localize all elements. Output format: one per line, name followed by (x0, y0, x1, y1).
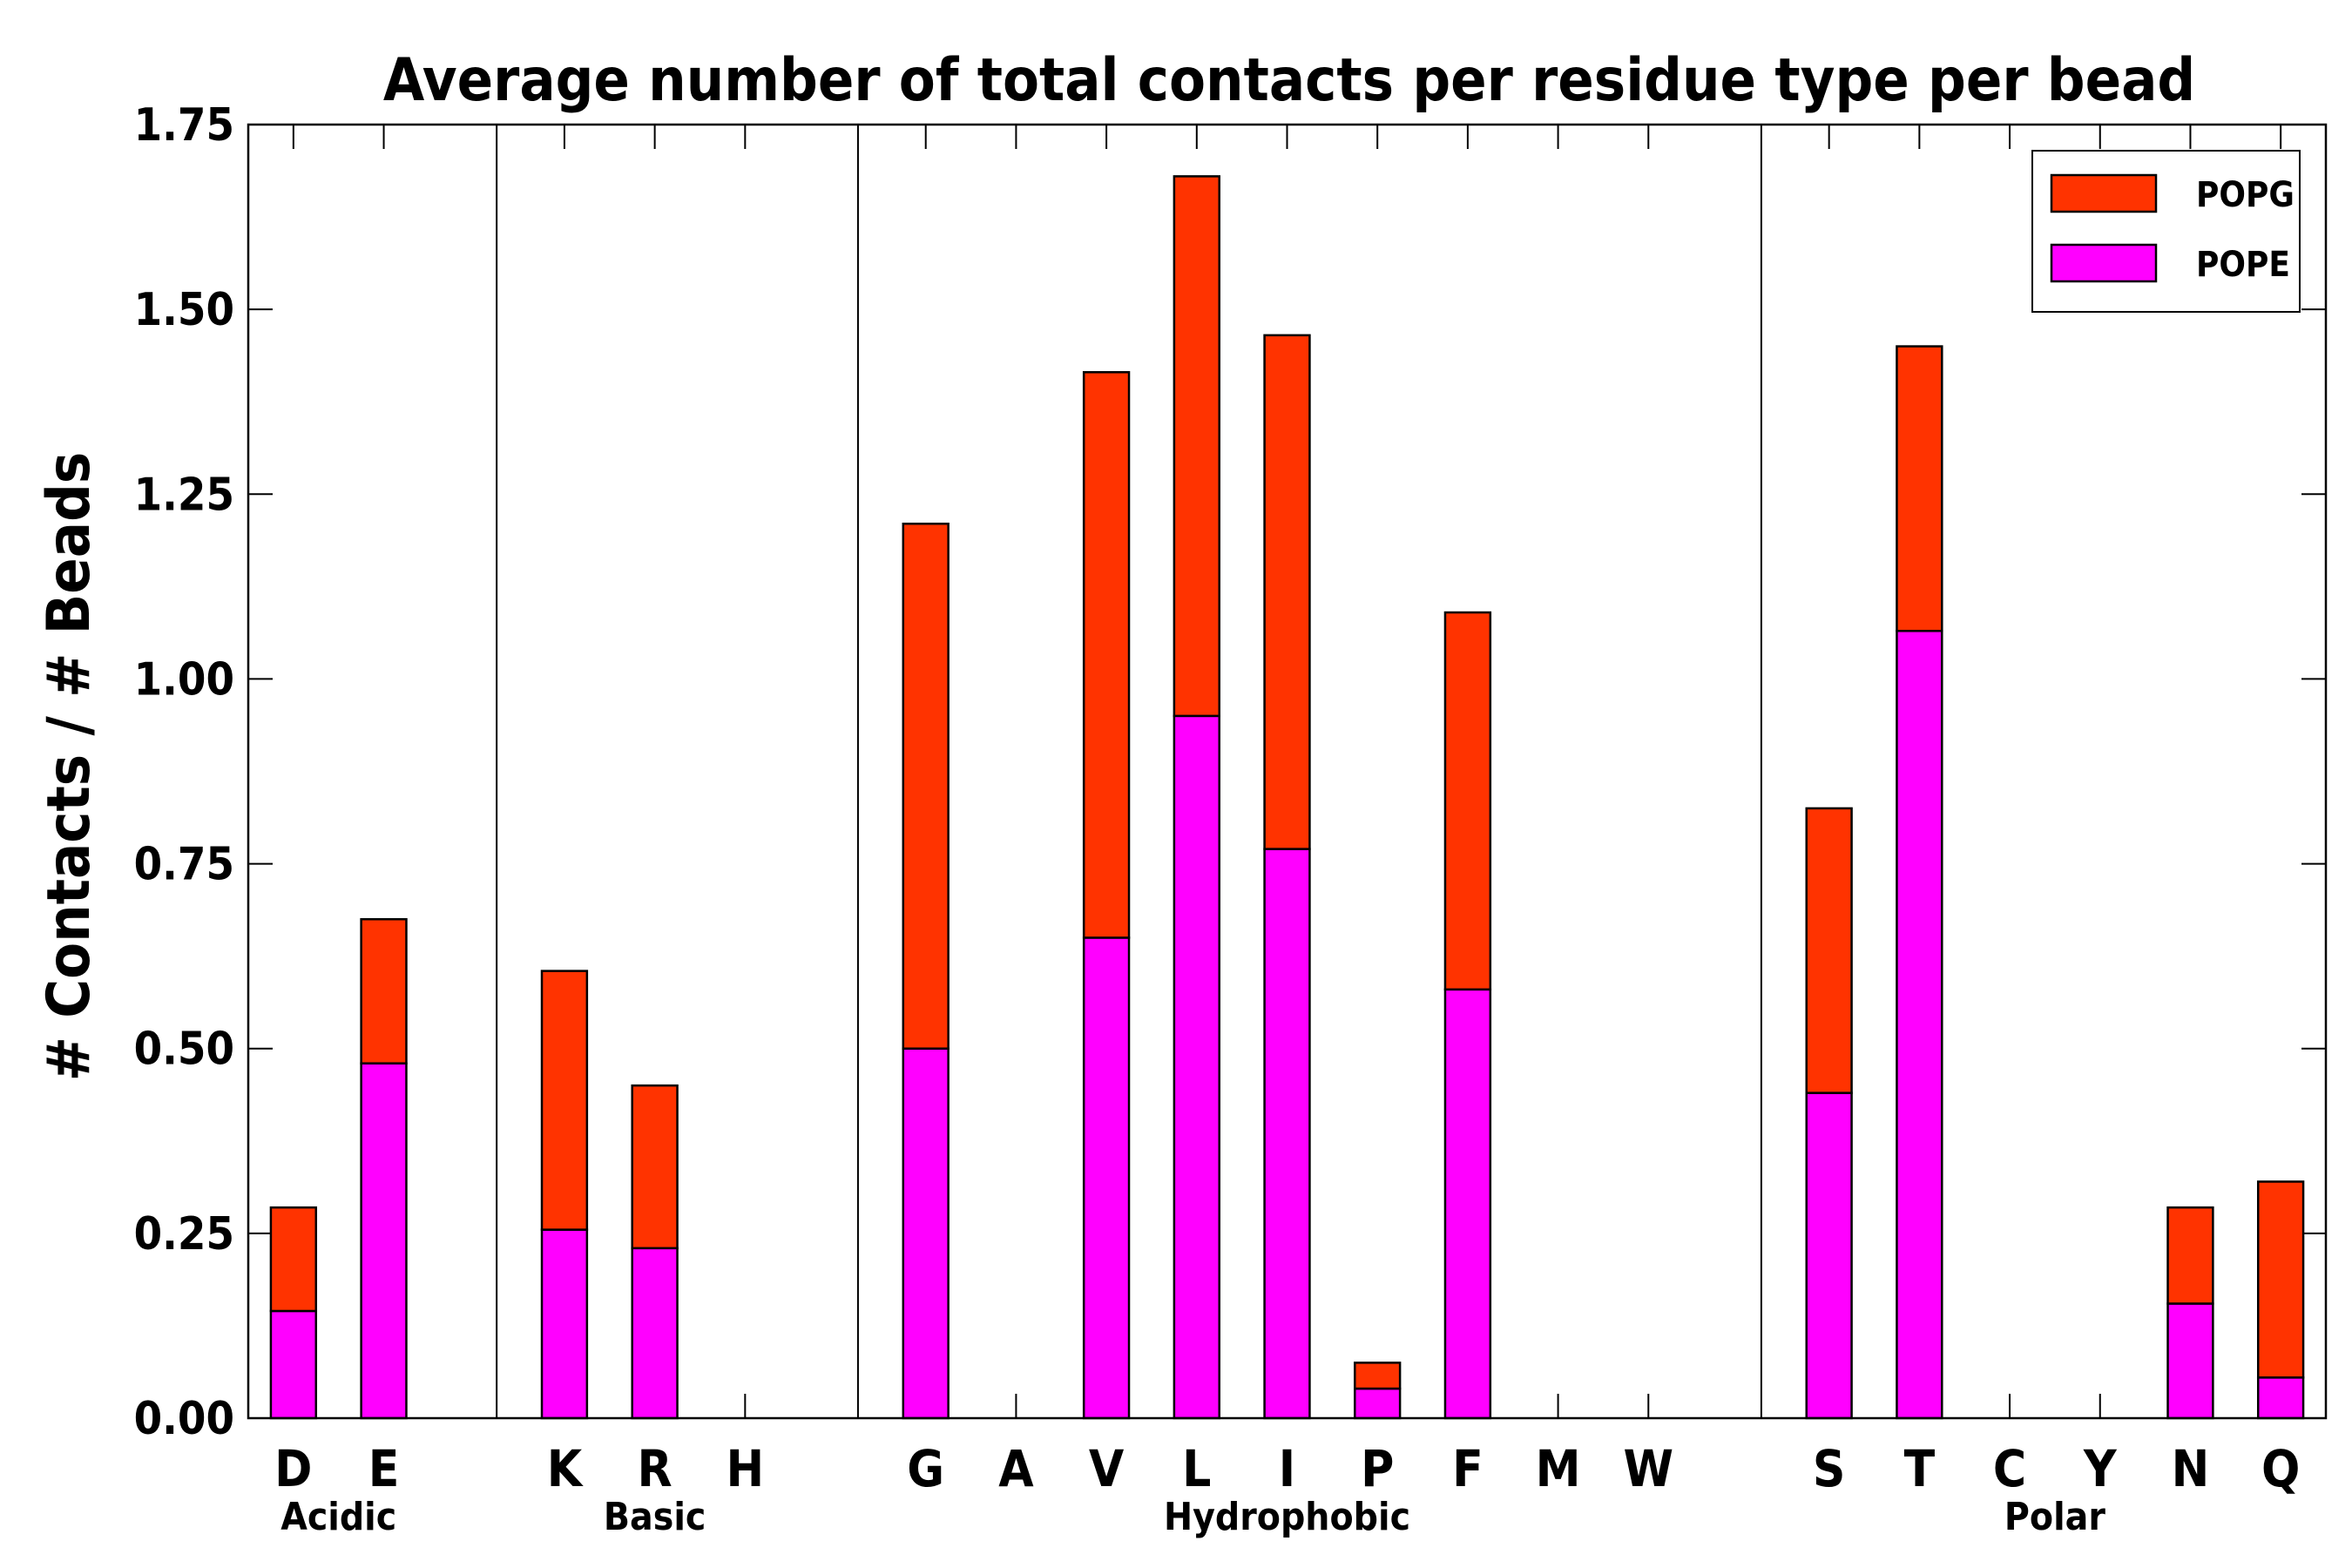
bar-popg-Q (2256, 1180, 2305, 1379)
bar-pope-V (1082, 936, 1131, 1420)
bar-pope-P (1354, 1387, 1402, 1420)
legend: POPG POPE (2031, 150, 2301, 313)
bar-popg-I (1263, 334, 1311, 850)
x-tick-label: D (274, 1439, 312, 1498)
bar-popg-T (1896, 345, 1943, 632)
bar-pope-Q (2256, 1376, 2305, 1420)
bar-pope-R (631, 1247, 679, 1420)
legend-label-popg: POPG (2196, 175, 2295, 215)
group-label: Basic (604, 1495, 706, 1539)
bar-popg-F (1443, 611, 1492, 991)
bar-popg-E (360, 917, 408, 1064)
bar-pope-G (902, 1047, 950, 1420)
group-label: Polar (2004, 1495, 2105, 1539)
y-tick-label: 0.75 (134, 839, 234, 891)
bar-popg-D (269, 1206, 318, 1313)
x-tick-label: A (998, 1439, 1034, 1498)
bar-pope-K (540, 1228, 589, 1420)
x-tick-label: N (2172, 1439, 2210, 1498)
x-tick-label: R (638, 1439, 672, 1498)
legend-swatch-pope (2050, 243, 2158, 283)
bar-popg-G (902, 522, 950, 1050)
x-tick-label: T (1904, 1439, 1936, 1498)
bar-pope-E (360, 1062, 408, 1420)
bar-popg-L (1173, 175, 1220, 718)
legend-swatch-popg (2050, 173, 2158, 213)
y-tick-label: 1.25 (134, 469, 234, 521)
y-tick-label: 1.00 (134, 653, 234, 706)
x-tick-label: I (1279, 1439, 1295, 1498)
bar-popg-P (1354, 1362, 1402, 1390)
chart-title: Average number of total contacts per res… (383, 46, 2195, 115)
y-tick-label: 1.50 (134, 284, 234, 336)
x-tick-label: H (726, 1439, 764, 1498)
bar-pope-S (1805, 1092, 1853, 1420)
bar-pope-I (1263, 848, 1311, 1420)
x-tick-label: M (1536, 1439, 1581, 1498)
plot-frame (247, 123, 2328, 1420)
bar-pope-N (2166, 1302, 2214, 1420)
x-tick-label: S (1813, 1439, 1846, 1498)
y-tick-label: 0.25 (134, 1208, 234, 1260)
bar-popg-R (631, 1084, 679, 1250)
x-tick-label: K (547, 1439, 585, 1498)
bar-popg-K (540, 970, 589, 1231)
y-tick-label: 1.75 (134, 99, 234, 152)
x-tick-label: L (1182, 1439, 1211, 1498)
group-label: Acidic (280, 1495, 396, 1539)
bar-popg-S (1805, 807, 1853, 1094)
group-label: Hydrophobic (1164, 1495, 1410, 1539)
bar-popg-V (1082, 371, 1131, 939)
bar-pope-D (269, 1309, 318, 1420)
plot-area: 0.00 0.25 0.50 0.75 1.00 1.25 1.50 1.75 D E K R H G A V… (134, 99, 2326, 1539)
y-axis-label: # Contacts / # Beads (35, 452, 104, 1082)
bar-pope-L (1173, 714, 1220, 1420)
x-tick-label: W (1623, 1439, 1673, 1498)
bar-pope-F (1443, 988, 1492, 1420)
y-tick-label: 0.00 (134, 1393, 234, 1445)
x-tick-label: G (907, 1439, 944, 1498)
y-tick-label: 0.50 (134, 1024, 234, 1076)
x-tick-label: Y (2083, 1439, 2118, 1498)
x-tick-label: F (1452, 1439, 1484, 1498)
bar-pope-T (1896, 630, 1943, 1420)
legend-label-pope: POPE (2196, 245, 2290, 285)
x-tick-label: V (1089, 1439, 1125, 1498)
x-tick-label: P (1361, 1439, 1394, 1498)
x-tick-label: Q (2261, 1439, 2300, 1498)
bar-popg-N (2166, 1206, 2214, 1305)
x-tick-label: E (368, 1439, 400, 1498)
x-tick-label: C (1993, 1439, 2026, 1498)
